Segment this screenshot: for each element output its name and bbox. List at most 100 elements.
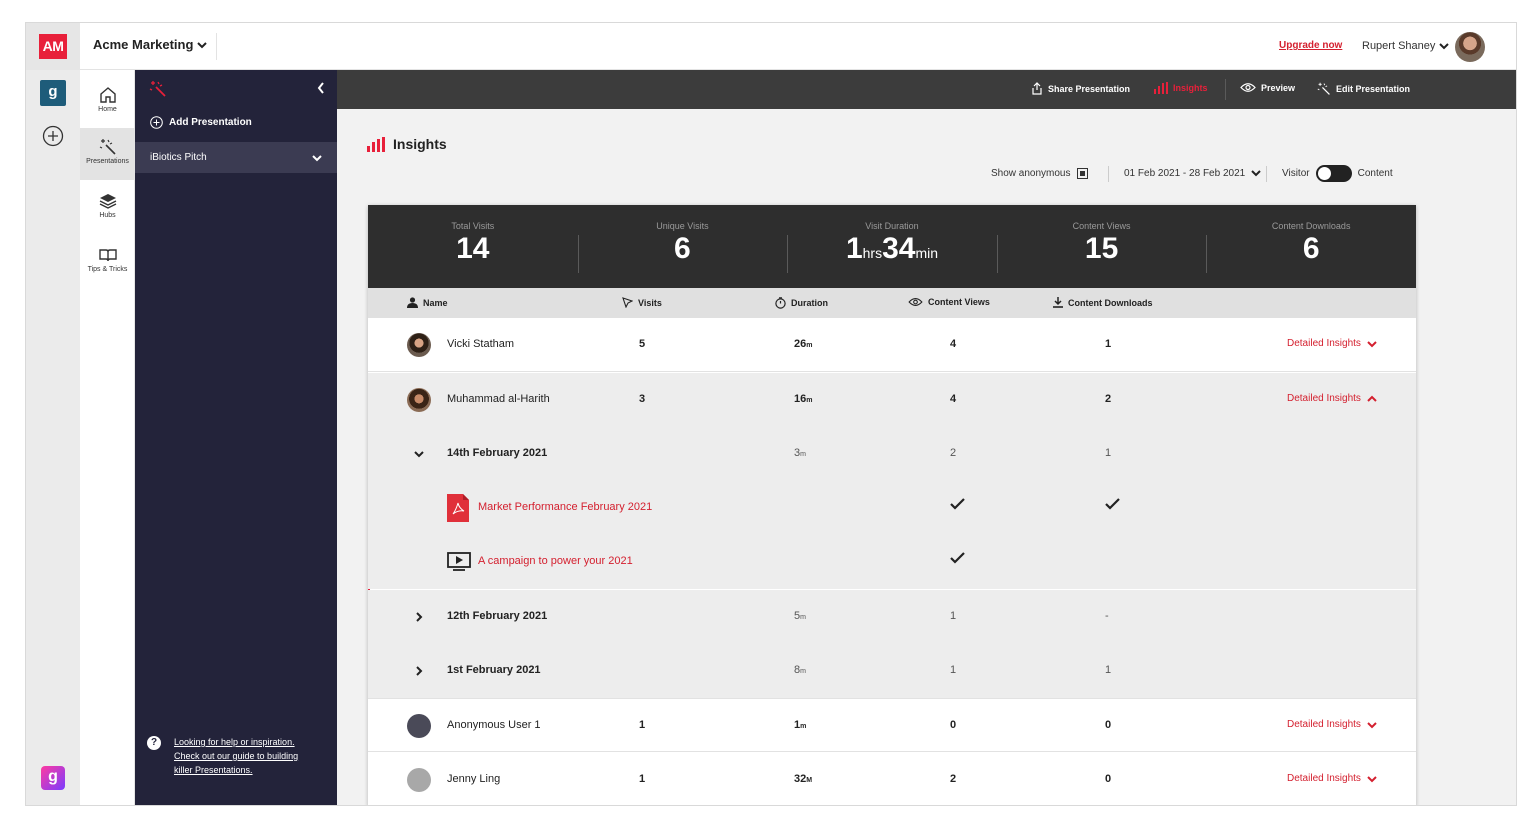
- detailed-insights-button[interactable]: Detailed Insights: [1287, 773, 1377, 784]
- stat-value: 6: [674, 232, 691, 265]
- home-icon: [99, 87, 116, 103]
- show-anonymous-toggle[interactable]: Show anonymous: [991, 166, 1088, 180]
- brand-logo[interactable]: g: [41, 766, 65, 790]
- duration-unit: m: [806, 342, 813, 349]
- check-icon: [1105, 498, 1120, 510]
- chevron-right-icon[interactable]: [415, 666, 423, 676]
- help-icon: ?: [147, 736, 161, 750]
- nav-item-presentations[interactable]: Presentations: [80, 128, 135, 180]
- avatar: [407, 333, 431, 357]
- add-presentation-button[interactable]: Add Presentation: [150, 116, 252, 129]
- column-visits[interactable]: Visits: [622, 297, 662, 308]
- chevron-right-icon[interactable]: [415, 612, 423, 622]
- view-mode-switch[interactable]: Visitor Content: [1282, 164, 1393, 182]
- stat-value: 1hrs34min: [787, 232, 997, 266]
- downloads-value: 0: [1105, 773, 1112, 785]
- duration-amount: 32: [794, 773, 807, 785]
- visits-value: 1: [639, 773, 646, 785]
- date-range-select[interactable]: 01 Feb 2021 - 28 Feb 2021: [1124, 166, 1261, 180]
- help-tip: ? Looking for help or inspiration. Check…: [147, 735, 314, 777]
- help-guide-link[interactable]: Looking for help or inspiration. Check o…: [174, 737, 299, 775]
- duration-hours-unit: hrs: [862, 245, 883, 261]
- downloads-value: 1: [1105, 447, 1112, 459]
- column-label: Content Views: [928, 297, 990, 307]
- edit-presentation-button[interactable]: Edit Presentation: [1317, 82, 1410, 96]
- duration-value: 3m: [794, 447, 806, 459]
- file-row[interactable]: Market Performance February 2021: [368, 481, 1416, 535]
- detailed-insights-button[interactable]: Detailed Insights: [1287, 719, 1377, 730]
- top-bar: AM Acme Marketing Upgrade now Rupert Sha…: [26, 23, 1516, 70]
- stat-content-views: Content Views 15: [996, 205, 1207, 288]
- file-link[interactable]: Market Performance February 2021: [478, 501, 653, 513]
- duration-value: 26m: [794, 338, 812, 350]
- preview-button[interactable]: Preview: [1240, 82, 1295, 93]
- table-row[interactable]: Vicki Statham 5 26m 4 1 Detailed Insight…: [368, 318, 1416, 372]
- views-value: 1: [950, 664, 957, 676]
- add-workspace-icon[interactable]: [42, 125, 64, 147]
- download-icon: [1053, 297, 1063, 308]
- presentations-panel: Add Presentation iBiotics Pitch ? Lookin…: [135, 70, 337, 805]
- visitor-label: Visitor: [1282, 167, 1310, 179]
- chevron-down-icon[interactable]: [414, 450, 424, 458]
- workspace-badge[interactable]: g: [40, 80, 66, 106]
- stopwatch-icon: [775, 297, 786, 309]
- main-content: Share Presentation Insights Preview Edit…: [337, 70, 1516, 805]
- stat-total-visits: Total Visits 14: [368, 205, 578, 288]
- views-value: 2: [950, 773, 957, 785]
- share-icon: [1032, 82, 1042, 95]
- duration-amount: 16: [794, 393, 807, 405]
- app-window: AM Acme Marketing Upgrade now Rupert Sha…: [25, 22, 1517, 806]
- user-menu[interactable]: Rupert Shaney: [1362, 40, 1450, 52]
- user-avatar[interactable]: [1455, 32, 1485, 62]
- cursor-icon: [622, 297, 633, 308]
- visitor-name: Muhammad al-Harith: [447, 393, 550, 405]
- user-name: Rupert Shaney: [1362, 40, 1436, 52]
- visits-value: 3: [639, 393, 646, 405]
- nav-item-tips[interactable]: Tips & Tricks: [80, 236, 135, 288]
- table-header: Name Visits Duration Content Views Conte…: [368, 288, 1416, 318]
- stat-label: Unique Visits: [656, 221, 709, 231]
- visitor-name: Jenny Ling: [447, 773, 501, 785]
- logo-area: AM: [26, 23, 80, 70]
- column-content-downloads[interactable]: Content Downloads: [1053, 297, 1153, 308]
- session-row[interactable]: 12th February 2021 5m 1 -: [368, 590, 1416, 644]
- column-name[interactable]: Name: [407, 297, 448, 308]
- share-presentation-button[interactable]: Share Presentation: [1031, 82, 1130, 95]
- nav-item-hubs[interactable]: Hubs: [80, 182, 135, 234]
- table-row[interactable]: Jenny Ling 1 32M 2 0 Detailed Insights: [368, 753, 1416, 805]
- tab-insights[interactable]: Insights: [1154, 82, 1208, 94]
- file-row[interactable]: A campaign to power your 2021: [368, 535, 1416, 589]
- upgrade-link[interactable]: Upgrade now: [1279, 40, 1343, 51]
- show-anonymous-checkbox[interactable]: [1076, 167, 1088, 179]
- insights-label: Insights: [1173, 83, 1208, 93]
- avatar: [407, 714, 431, 738]
- table-row[interactable]: Muhammad al-Harith 3 16m 4 2 Detailed In…: [368, 373, 1416, 427]
- org-switcher[interactable]: Acme Marketing: [93, 37, 208, 52]
- session-row[interactable]: 14th February 2021 3m 2 1: [368, 427, 1416, 481]
- chevron-down-icon: [1251, 170, 1261, 177]
- divider: [216, 33, 217, 60]
- file-link[interactable]: A campaign to power your 2021: [478, 555, 633, 567]
- stat-label: Visit Duration: [865, 221, 919, 231]
- collapse-panel-icon[interactable]: [317, 82, 325, 94]
- stat-value: 6: [1302, 232, 1320, 265]
- detailed-insights-button[interactable]: Detailed Insights: [1287, 393, 1377, 404]
- presentation-name: iBiotics Pitch: [150, 152, 207, 163]
- pdf-icon: [447, 494, 469, 522]
- column-content-views[interactable]: Content Views: [908, 297, 990, 307]
- detailed-insights-button[interactable]: Detailed Insights: [1287, 338, 1377, 349]
- nav-item-home[interactable]: Home: [80, 76, 135, 128]
- session-row[interactable]: 1st February 2021 8m 1 1: [368, 644, 1416, 698]
- toolbar-divider: [1225, 79, 1226, 100]
- am-logo[interactable]: AM: [39, 34, 67, 59]
- duration-amount: 3: [794, 447, 801, 459]
- filters-bar: Show anonymous 01 Feb 2021 - 28 Feb 2021…: [337, 164, 1516, 186]
- column-duration[interactable]: Duration: [775, 297, 828, 309]
- table-row[interactable]: Anonymous User 1 1 1m 0 0 Detailed Insig…: [368, 698, 1416, 752]
- views-value: 1: [950, 610, 957, 622]
- bar-chart-icon: [1154, 82, 1168, 94]
- duration-unit: m: [800, 614, 806, 621]
- presentation-item[interactable]: iBiotics Pitch: [135, 142, 337, 173]
- view-toggle[interactable]: [1315, 164, 1352, 182]
- duration-value: 16m: [794, 393, 812, 405]
